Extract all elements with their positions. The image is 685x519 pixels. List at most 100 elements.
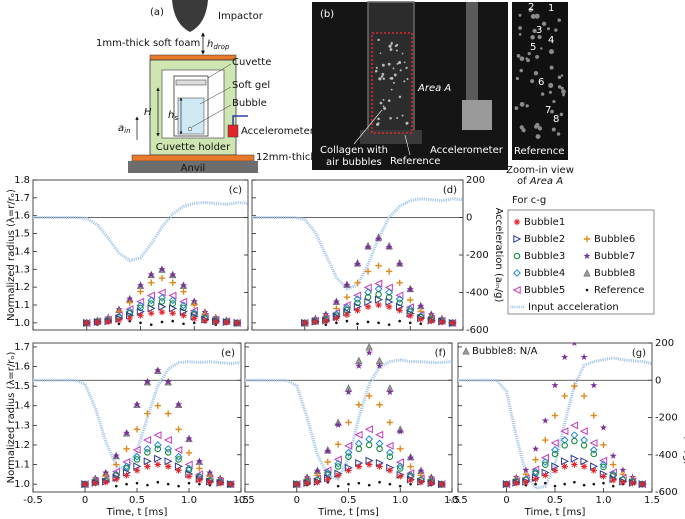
data-point <box>385 297 394 306</box>
data-point <box>376 463 383 470</box>
photo-bubble <box>403 80 406 83</box>
collagen-label: air bubbles <box>326 157 382 168</box>
zoom-bubble <box>516 53 521 58</box>
data-point <box>206 478 213 486</box>
zoom-bubble <box>530 13 536 19</box>
data-point <box>590 381 598 389</box>
data-point <box>542 436 549 444</box>
data-point <box>139 321 142 325</box>
data-point <box>169 310 176 317</box>
legend-label: Input acceleration <box>528 302 619 313</box>
photo-bubble <box>382 77 386 80</box>
zoom-bubble <box>514 106 519 110</box>
data-point <box>609 452 617 459</box>
ain-sub: in <box>124 127 130 135</box>
data-point <box>355 445 363 453</box>
collagen-label: Collagen with <box>320 145 388 156</box>
data-point <box>154 366 162 374</box>
data-point <box>137 312 144 319</box>
data-point <box>582 483 586 487</box>
data-point <box>182 322 185 326</box>
data-point <box>570 454 579 463</box>
data-point <box>590 467 597 474</box>
legend-label: Bubble8 <box>594 268 635 279</box>
x-tick-label: 1.0 <box>181 495 197 506</box>
data-point <box>293 480 300 488</box>
data-point <box>185 434 193 442</box>
photos: (b) Area A Collagen with air bubbles Ref… <box>312 1 574 187</box>
data-point <box>158 302 167 311</box>
photo-bubble <box>387 62 391 66</box>
data-point <box>398 319 402 323</box>
x-tick-label: 1.5 <box>233 495 249 506</box>
zoom-bubble <box>527 51 531 56</box>
data-point <box>408 321 412 325</box>
data-point <box>324 447 332 455</box>
data-point <box>133 456 141 463</box>
data-point <box>385 303 393 310</box>
zoom-bubble <box>533 70 539 76</box>
x-tick-label: 1.5 <box>444 495 460 506</box>
data-point <box>180 312 187 319</box>
data-point <box>343 293 351 301</box>
data-point <box>147 304 156 313</box>
cable-photo <box>466 2 478 102</box>
photo-bubble <box>383 107 387 111</box>
legend-marker <box>585 288 589 292</box>
chart-panel: -0.5 0 0.5 1.0 1.5 (f) Time, t [ms] <box>235 342 460 518</box>
data-point <box>600 463 607 471</box>
accelerometer-label: Accelerometer <box>430 145 504 156</box>
panel-label: (c) <box>229 185 242 196</box>
data-point <box>409 482 412 486</box>
data-point <box>154 402 161 409</box>
data-point <box>375 439 384 448</box>
data-point <box>165 463 172 470</box>
data-point <box>580 463 588 470</box>
panel-label: (a) <box>150 7 164 18</box>
plot-area <box>252 197 463 327</box>
ain-label: ain <box>118 123 131 135</box>
zoom-bubble <box>557 75 562 80</box>
data-point <box>541 416 549 424</box>
data-point <box>144 410 151 417</box>
data-point <box>185 473 193 480</box>
chart-panel: -0.5 0 0.5 1.0 1.5 1.0 1.1 1.2 1.3 1.4 1.5 1.6 1.7 (e… <box>6 342 249 518</box>
photo-bubble <box>405 66 408 70</box>
data-point <box>364 288 372 297</box>
data-point <box>332 298 340 305</box>
photo-bubble <box>398 95 402 99</box>
accelerometer-label: Accelerometer <box>241 126 315 137</box>
data-point <box>355 401 363 408</box>
data-point <box>619 478 627 486</box>
leader <box>353 109 383 145</box>
photo-bubble <box>390 42 393 45</box>
y-tick-label: 1.3 <box>14 264 30 275</box>
data-point <box>375 301 382 309</box>
data-point <box>610 477 617 484</box>
y-tick-label: 1.0 <box>14 318 30 329</box>
data-point <box>122 457 131 467</box>
data-point <box>395 295 404 304</box>
plot-frame <box>32 179 249 331</box>
holder-photo <box>360 130 422 144</box>
data-point <box>223 319 230 326</box>
data-point <box>541 458 550 466</box>
bubble-number: 1 <box>548 3 554 14</box>
data-point <box>324 323 328 326</box>
data-point <box>396 299 403 307</box>
data-point <box>396 260 404 268</box>
legend-label: Bubble2 <box>524 234 565 245</box>
data-point <box>212 318 219 325</box>
data-point <box>396 465 404 472</box>
acceleration-line <box>252 197 463 291</box>
zoom-bubble <box>521 128 526 133</box>
hs-symbol: h <box>168 110 174 121</box>
data-point <box>407 477 414 484</box>
data-point <box>580 442 588 449</box>
data-point <box>324 458 331 466</box>
data-point <box>356 322 359 326</box>
legend-marker <box>583 235 591 243</box>
data-point <box>385 448 394 457</box>
data-point <box>532 445 540 452</box>
zoom-bubble <box>560 74 564 77</box>
